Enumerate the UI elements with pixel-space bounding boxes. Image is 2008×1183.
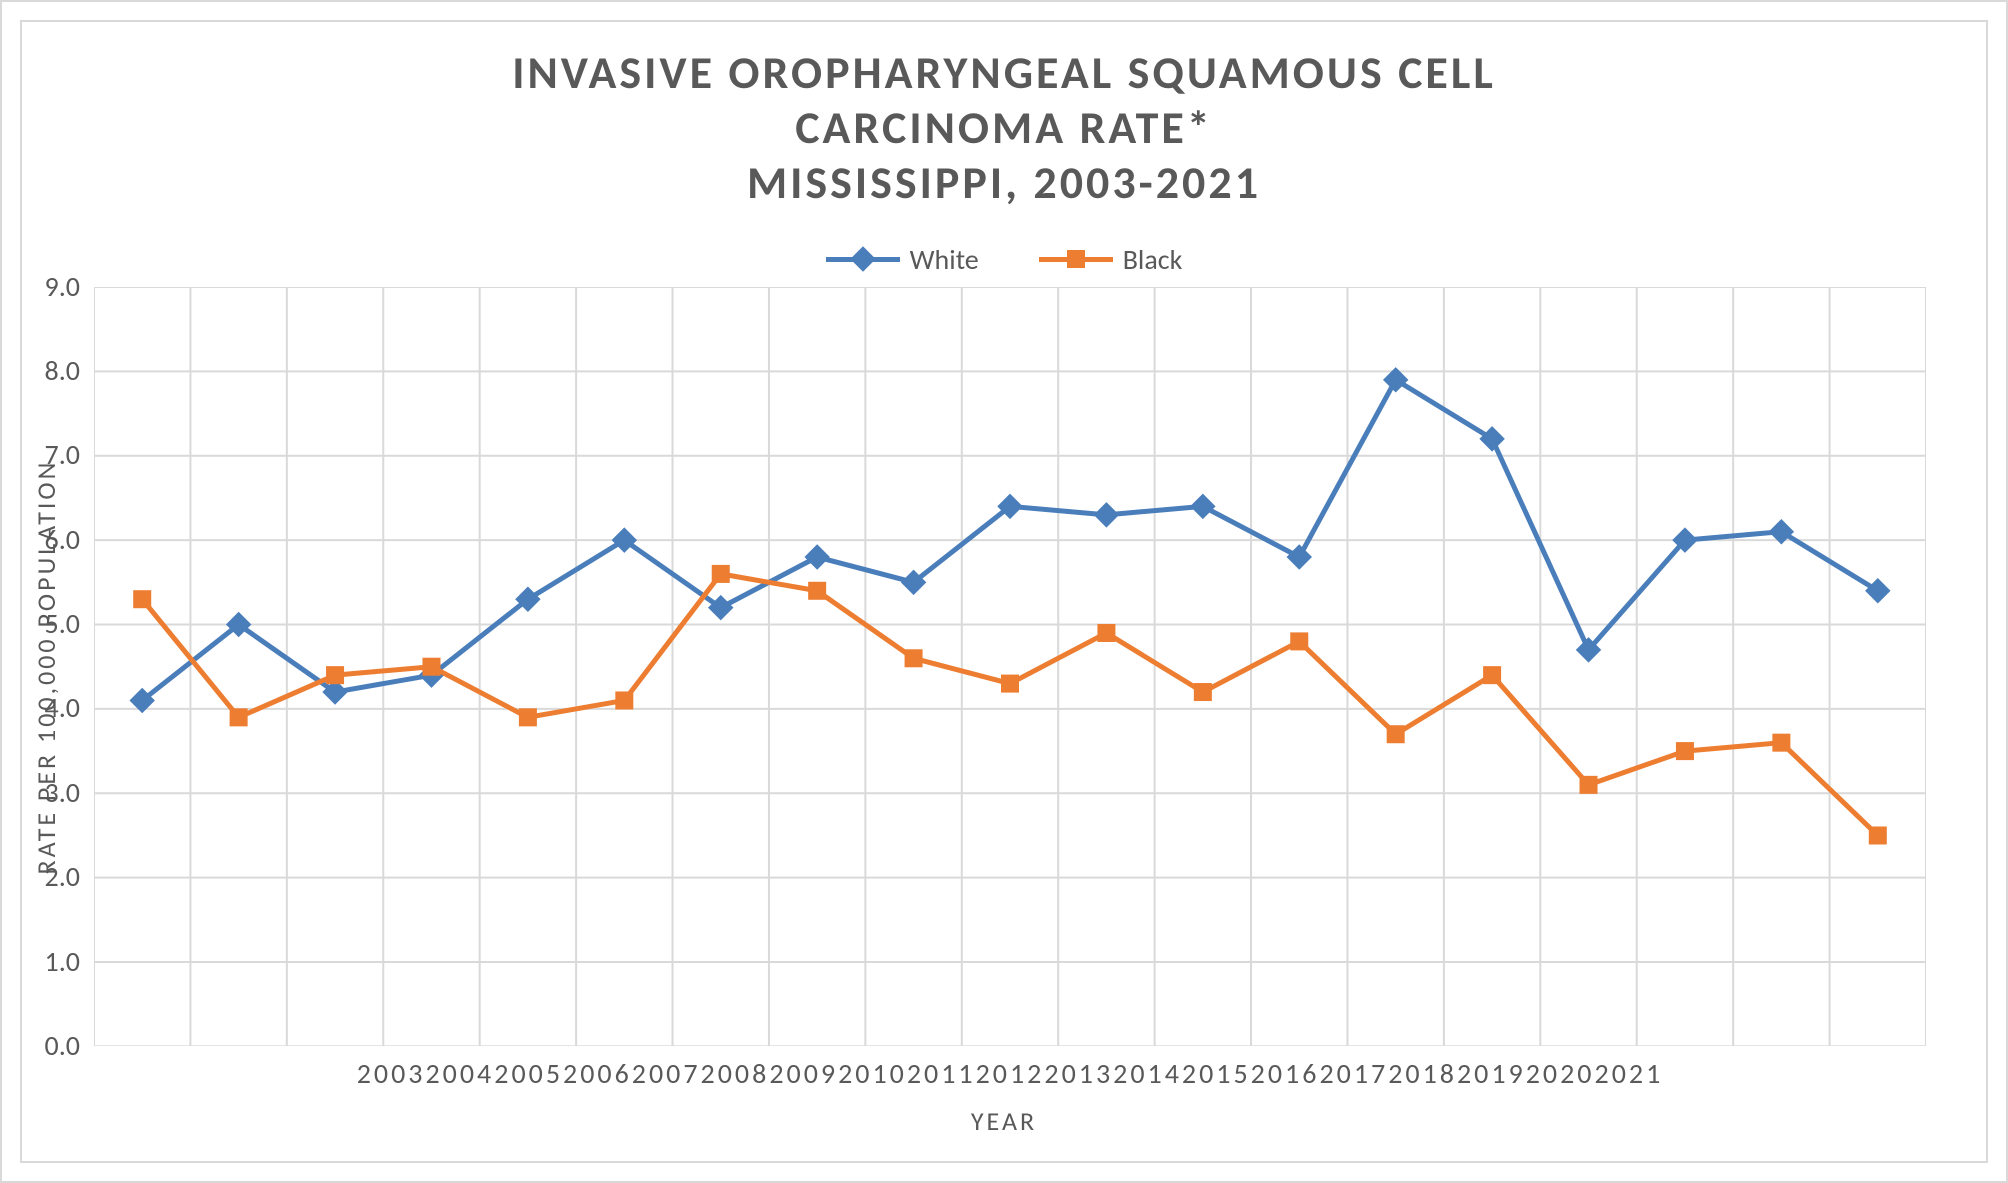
legend-label: Black [1123, 242, 1183, 277]
square-marker-icon [1097, 624, 1115, 642]
chart-title: INVASIVE OROPHARYNGEAL SQUAMOUS CELL CAR… [512, 46, 1496, 212]
x-tick: 2020 [1526, 1056, 1595, 1091]
title-line-1: INVASIVE OROPHARYNGEAL SQUAMOUS CELL [512, 46, 1496, 101]
square-marker-icon [519, 708, 537, 726]
square-marker-icon [1676, 742, 1694, 760]
title-line-2: CARCINOMA RATE* [512, 101, 1496, 156]
x-tick: 2003 [357, 1056, 426, 1091]
x-axis-ticks: 2003200420052006200720082009201020112012… [357, 1056, 1664, 1091]
x-axis-spacer [285, 1056, 357, 1091]
x-axis-ticks-row: 2003200420052006200720082009201020112012… [285, 1056, 1724, 1091]
square-marker-icon [1290, 632, 1308, 650]
square-marker-icon [230, 708, 248, 726]
x-axis-label: YEAR [971, 1105, 1037, 1137]
x-tick: 2019 [1457, 1056, 1526, 1091]
square-marker-icon [1387, 725, 1405, 743]
legend-line-icon [1039, 257, 1067, 262]
square-marker-icon [133, 590, 151, 608]
legend-item-black: Black [1039, 242, 1183, 277]
square-marker-icon [326, 666, 344, 684]
diamond-marker-icon [804, 544, 829, 569]
square-marker-icon [1194, 683, 1212, 701]
legend-line-icon [1085, 257, 1113, 262]
diamond-marker-icon [1865, 578, 1890, 603]
square-marker-icon [615, 691, 633, 709]
y-axis-label: RATE PER 100,000 POPULATION [22, 287, 80, 1046]
square-marker-icon [1001, 674, 1019, 692]
square-marker-icon [1869, 826, 1887, 844]
x-tick: 2004 [425, 1056, 494, 1091]
diamond-marker-icon [1287, 544, 1312, 569]
square-marker-icon [1067, 250, 1085, 268]
x-tick: 2017 [1319, 1056, 1388, 1091]
x-tick: 2021 [1595, 1056, 1664, 1091]
square-marker-icon [808, 581, 826, 599]
x-tick: 2008 [701, 1056, 770, 1091]
square-marker-icon [1580, 775, 1598, 793]
x-tick: 2012 [976, 1056, 1045, 1091]
square-marker-icon [422, 657, 440, 675]
x-tick: 2006 [563, 1056, 632, 1091]
diamond-marker-icon [1190, 493, 1215, 518]
series-line-black [142, 573, 1878, 835]
legend-line-icon [872, 257, 900, 262]
x-tick: 2013 [1044, 1056, 1113, 1091]
diamond-marker-icon [1094, 502, 1119, 527]
diamond-marker-icon [850, 246, 875, 271]
x-tick: 2014 [1113, 1056, 1182, 1091]
square-marker-icon [905, 649, 923, 667]
plot-area [94, 287, 1926, 1046]
legend-label: White [910, 242, 979, 277]
x-tick: 2007 [632, 1056, 701, 1091]
x-tick: 2011 [907, 1056, 976, 1091]
x-tick: 2015 [1182, 1056, 1251, 1091]
square-marker-icon [1772, 733, 1790, 751]
chart-legend: White Black [826, 242, 1183, 277]
y-axis-ticks: 9.08.07.06.05.04.03.02.01.00.0 [80, 287, 94, 1046]
chart-outer-frame: INVASIVE OROPHARYNGEAL SQUAMOUS CELL CAR… [0, 0, 2008, 1183]
square-marker-icon [1483, 666, 1501, 684]
x-tick: 2018 [1388, 1056, 1457, 1091]
x-tick: 2005 [494, 1056, 563, 1091]
x-tick: 2016 [1251, 1056, 1320, 1091]
plot-wrap: RATE PER 100,000 POPULATION 9.08.07.06.0… [22, 287, 1986, 1046]
x-tick: 2009 [769, 1056, 838, 1091]
chart-inner-frame: INVASIVE OROPHARYNGEAL SQUAMOUS CELL CAR… [20, 20, 1988, 1163]
x-tick: 2010 [838, 1056, 907, 1091]
square-marker-icon [712, 564, 730, 582]
diamond-marker-icon [1479, 426, 1504, 451]
title-line-3: MISSISSIPPI, 2003-2021 [512, 156, 1496, 211]
plot-svg [94, 287, 1926, 1046]
legend-item-white: White [826, 242, 979, 277]
